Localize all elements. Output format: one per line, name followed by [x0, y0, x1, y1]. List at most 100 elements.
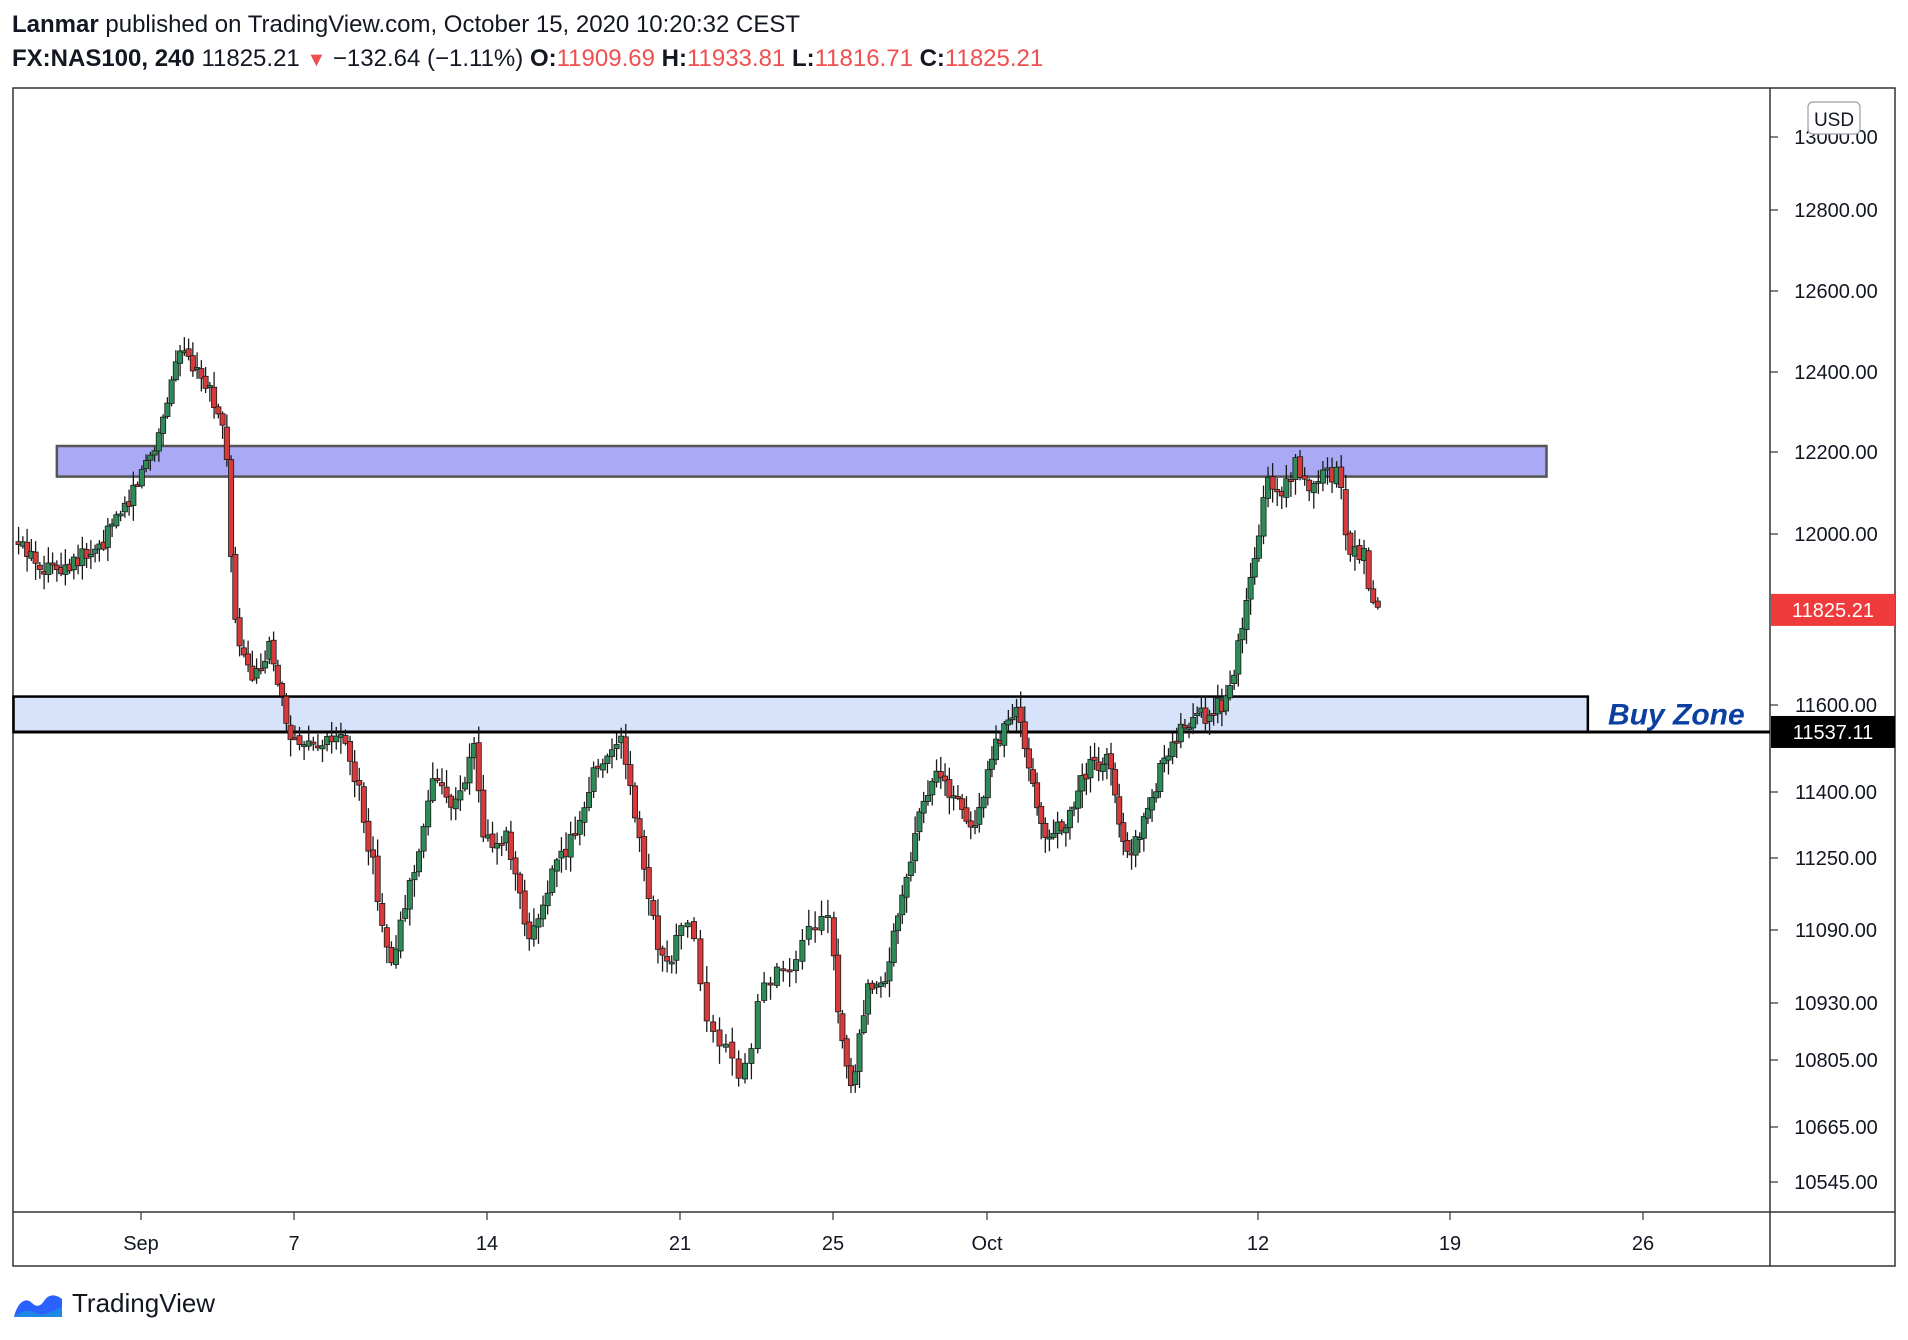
currency-badge-box[interactable] — [1807, 101, 1861, 135]
candle-up — [1255, 535, 1262, 559]
chart-header: Lanmar published on TradingView.com, Oct… — [12, 8, 1043, 77]
y-tick-label: 12800.00 — [1794, 200, 1877, 222]
candle-down — [356, 780, 363, 786]
candle-down — [521, 890, 528, 925]
time-axis[interactable]: Sep 7 14 21 25 Oct 12 19 26 — [123, 1212, 1654, 1255]
candle-up — [581, 807, 588, 823]
candle-down — [1021, 721, 1028, 750]
candle-up — [1009, 717, 1016, 721]
author-name[interactable]: Lanmar — [12, 11, 99, 38]
candle-down — [49, 562, 56, 566]
open-label: O: — [529, 45, 557, 72]
candle-up — [1005, 719, 1012, 726]
low-label: L: — [791, 45, 815, 72]
candle-up — [1140, 816, 1147, 839]
candle-down — [257, 668, 264, 672]
candle-up — [1235, 640, 1242, 675]
candle-up — [1165, 755, 1172, 761]
candle-down — [287, 724, 294, 740]
x-tick-label: 26 — [1632, 1233, 1654, 1255]
tradingview-footer[interactable]: TradingView — [12, 1288, 215, 1319]
candle-down — [654, 915, 661, 950]
candle-up — [852, 1071, 859, 1086]
candle-up — [799, 939, 806, 962]
candle-down — [1112, 769, 1119, 796]
candle-up — [608, 749, 615, 757]
candle-up — [262, 660, 269, 669]
candle-up — [425, 800, 432, 828]
candle-up — [599, 763, 606, 771]
candle-down — [697, 938, 704, 985]
candle-up — [461, 782, 468, 790]
candle-down — [1347, 532, 1354, 555]
candle-up — [411, 872, 418, 881]
price-axis[interactable]: 13000.0012800.0012600.0012400.0012200.00… — [1770, 127, 1878, 1194]
candle-up — [993, 738, 1000, 761]
candle-down — [383, 927, 390, 948]
candle-down — [1287, 478, 1294, 482]
candle-up — [586, 792, 593, 808]
candle-up — [1319, 469, 1326, 484]
candle-down — [959, 798, 966, 810]
candle-down — [942, 775, 949, 782]
candle-down — [1120, 822, 1127, 842]
candle-down — [270, 639, 277, 665]
candle-up — [1222, 695, 1229, 712]
candle-down — [202, 375, 209, 389]
candle-up — [1075, 790, 1082, 809]
buy-zone[interactable] — [12, 695, 1590, 734]
candle-down — [236, 617, 243, 647]
candle-up — [1157, 762, 1164, 792]
candle-up — [397, 919, 404, 952]
candle-up — [590, 767, 597, 792]
symbol-label[interactable]: FX:NAS100, 240 — [12, 45, 195, 72]
candle-up — [540, 904, 547, 920]
candle-up — [92, 548, 99, 554]
candle-down — [232, 554, 239, 620]
candle-up — [87, 553, 94, 558]
tradingview-logo-icon — [14, 1294, 62, 1317]
candle-down — [370, 849, 377, 858]
candle-up — [773, 966, 780, 986]
x-tick-label: 7 — [288, 1233, 299, 1255]
candle-down — [279, 682, 286, 697]
y-tick-label: 10930.00 — [1794, 993, 1877, 1015]
candle-up — [1283, 478, 1290, 498]
candle-up — [1046, 836, 1053, 840]
candle-down — [24, 541, 31, 557]
candle-up — [1149, 797, 1156, 811]
candle-up — [882, 981, 889, 985]
candle-down — [1029, 769, 1036, 784]
zones-layer: Buy Zone — [12, 444, 1770, 734]
candle-up — [319, 745, 326, 750]
candle-up — [1310, 483, 1317, 494]
candle-down — [475, 742, 482, 792]
candle-down — [347, 741, 354, 762]
candle-down — [498, 842, 505, 846]
candle-up — [865, 983, 872, 1015]
candle-up — [151, 450, 158, 456]
candle-down — [342, 735, 349, 744]
chart-frame — [12, 87, 1896, 1267]
candle-down — [1181, 724, 1188, 729]
candle-down — [443, 786, 450, 798]
x-tick-label: 21 — [669, 1233, 691, 1255]
candle-up — [805, 925, 812, 940]
candle-up — [613, 744, 620, 750]
y-tick-label: 11600.00 — [1795, 695, 1877, 717]
candle-down — [636, 818, 643, 839]
currency-badge[interactable]: USD — [1807, 101, 1861, 135]
candle-up — [856, 1033, 863, 1072]
candle-up — [155, 432, 162, 452]
high-label: H: — [661, 45, 687, 72]
candle-down — [228, 459, 235, 557]
candle-up — [1153, 791, 1160, 799]
candle-down — [664, 955, 671, 962]
candle-up — [1169, 741, 1176, 757]
candle-down — [1365, 550, 1372, 590]
candle-down — [310, 741, 317, 745]
candle-down — [1274, 489, 1281, 493]
candle-down — [627, 764, 634, 787]
candle-up — [253, 668, 260, 679]
